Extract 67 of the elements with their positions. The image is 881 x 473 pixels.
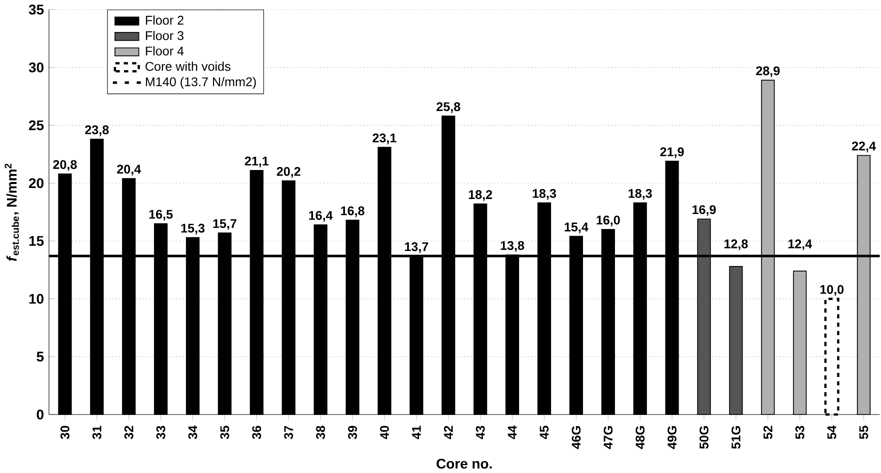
x-tick-label: 45 bbox=[540, 426, 549, 440]
x-tick-label: 34 bbox=[188, 425, 198, 439]
data-label: 15,4 bbox=[564, 222, 588, 234]
data-label: 20,2 bbox=[276, 166, 300, 178]
x-tick-label: 33 bbox=[156, 426, 166, 439]
data-label: 23,1 bbox=[372, 133, 396, 144]
data-label: 16,0 bbox=[596, 215, 620, 226]
x-tick-label: 38 bbox=[316, 426, 326, 439]
data-label: 25,8 bbox=[436, 102, 460, 113]
data-label: 21,1 bbox=[244, 156, 269, 168]
x-tick-label: 37 bbox=[284, 426, 294, 439]
y-tick-label: 30 bbox=[28, 62, 44, 72]
y-tick-label: 10 bbox=[29, 294, 44, 304]
x-tick-label: 46G bbox=[572, 426, 581, 449]
data-label: 20,4 bbox=[117, 164, 142, 176]
x-tick-label: 41 bbox=[412, 426, 421, 440]
x-tick-label: 52 bbox=[763, 426, 772, 439]
x-tick-label: 35 bbox=[220, 426, 230, 439]
y-tick-label: 20 bbox=[28, 178, 44, 188]
y-axis-title: f$_{est.cube}$, N/mm$^{2}$ bbox=[4, 164, 19, 261]
x-tick-label: 43 bbox=[476, 426, 485, 440]
x-tick-label: 48G bbox=[636, 426, 645, 449]
x-tick-label: 39 bbox=[348, 426, 357, 439]
data-label: 28,9 bbox=[756, 66, 780, 77]
x-tick-label: 36 bbox=[252, 426, 262, 439]
data-label: 13,8 bbox=[500, 240, 524, 252]
data-label: 16,8 bbox=[341, 206, 364, 217]
x-tick-label: 49G bbox=[668, 426, 677, 449]
data-label: 16,4 bbox=[309, 210, 333, 222]
x-tick-label: 51G bbox=[732, 426, 740, 449]
data-label: 15,7 bbox=[213, 219, 236, 230]
y-tick-label: 0 bbox=[36, 409, 44, 420]
x-tick-label: 40 bbox=[380, 426, 389, 440]
data-label: 20,8 bbox=[53, 160, 77, 171]
x-tick-label: 55 bbox=[859, 426, 868, 439]
y-tick-label: 5 bbox=[36, 352, 44, 362]
data-label: 16,5 bbox=[149, 210, 173, 220]
x-tick-label: 47G bbox=[604, 426, 613, 449]
legend-label: Floor 2 bbox=[146, 15, 184, 25]
x-tick-label: 32 bbox=[124, 426, 134, 439]
data-label: 23,8 bbox=[85, 125, 109, 136]
legend-label: Floor 4 bbox=[146, 46, 184, 56]
y-tick-label: 25 bbox=[28, 120, 44, 130]
data-label: 15,3 bbox=[181, 224, 205, 234]
x-tick-label: 42 bbox=[444, 426, 453, 440]
x-tick-label: 53 bbox=[795, 426, 804, 439]
data-label: 22,4 bbox=[852, 141, 876, 152]
y-tick-label: 35 bbox=[28, 4, 44, 14]
data-label: 10,0 bbox=[820, 284, 844, 296]
x-axis-title: Core no. bbox=[436, 458, 492, 468]
x-tick-label: 44 bbox=[508, 425, 517, 440]
data-label: 16,9 bbox=[692, 205, 716, 216]
x-tick-label: 50G bbox=[700, 426, 708, 449]
legend-label: Floor 3 bbox=[146, 30, 184, 40]
y-tick-label: 15 bbox=[29, 236, 44, 246]
x-tick-label: 54 bbox=[827, 425, 836, 439]
data-label: 12,4 bbox=[788, 239, 812, 250]
x-tick-label: 30 bbox=[60, 426, 70, 439]
data-label: 13,7 bbox=[404, 242, 428, 253]
data-label: 18,2 bbox=[468, 190, 492, 201]
x-tick-label: 31 bbox=[92, 426, 102, 439]
data-label: 21,9 bbox=[660, 147, 684, 158]
legend-label: M140 (13.7 N/mm2) bbox=[146, 76, 256, 89]
legend-label: Core with voids bbox=[146, 61, 230, 71]
data-label: 12,8 bbox=[724, 239, 748, 250]
data-label: 18,3 bbox=[532, 188, 556, 200]
data-label: 18,3 bbox=[628, 188, 652, 200]
